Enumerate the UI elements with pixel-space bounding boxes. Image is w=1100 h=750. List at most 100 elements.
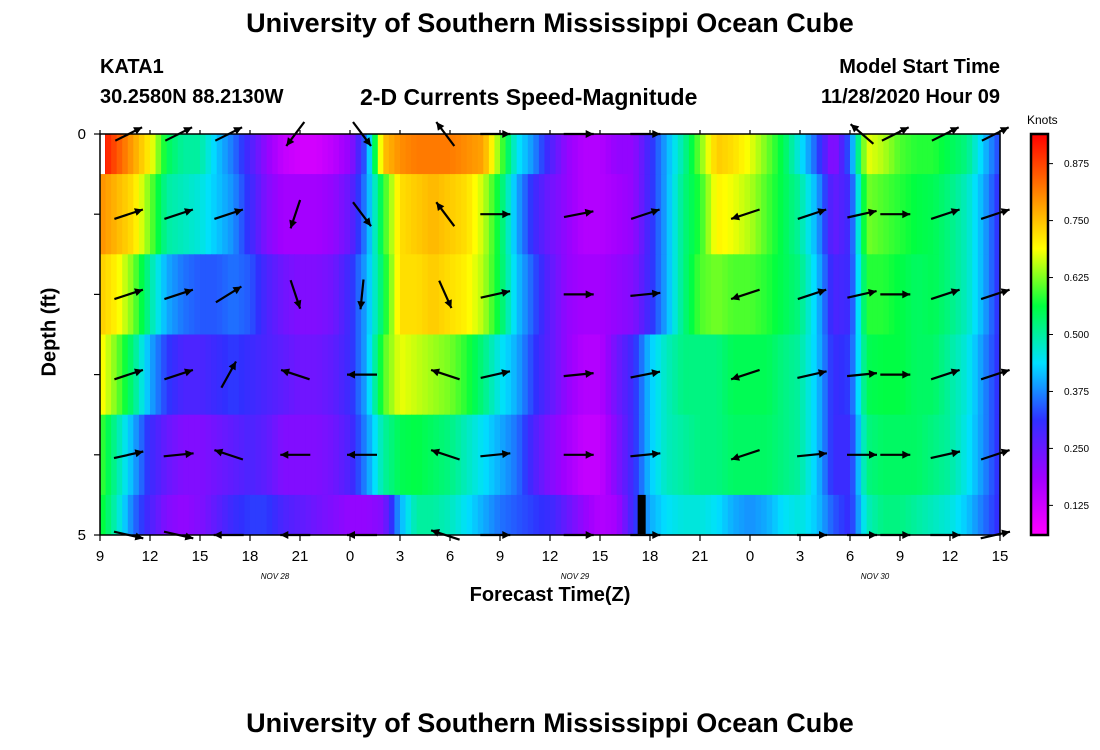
heatmap-cell bbox=[400, 174, 407, 255]
heatmap-cell bbox=[416, 254, 423, 335]
heatmap-cell bbox=[400, 254, 407, 335]
heatmap-cell bbox=[550, 494, 557, 536]
heatmap-cell bbox=[672, 494, 679, 536]
heatmap-cell bbox=[161, 414, 168, 496]
heatmap-cell bbox=[822, 494, 829, 536]
current-vector bbox=[847, 289, 877, 299]
heatmap-cell bbox=[155, 174, 162, 255]
heatmap-cell bbox=[616, 254, 623, 335]
heatmap-cell bbox=[838, 174, 846, 255]
heatmap-cell bbox=[533, 254, 540, 335]
heatmap-cell bbox=[433, 254, 440, 335]
heatmap-cell bbox=[461, 254, 468, 335]
heatmap-cell bbox=[294, 254, 301, 335]
heatmap-cell bbox=[116, 414, 123, 496]
heatmap-cell bbox=[588, 174, 596, 255]
heatmap-cell bbox=[111, 334, 118, 416]
current-vector bbox=[880, 370, 911, 379]
heatmap-cell bbox=[694, 254, 701, 335]
heatmap-cell bbox=[116, 494, 123, 536]
heatmap-cell bbox=[705, 134, 712, 175]
heatmap-cell bbox=[544, 334, 551, 416]
heatmap-cell bbox=[244, 334, 251, 416]
heatmap-cell bbox=[188, 134, 196, 175]
heatmap-cell bbox=[477, 334, 484, 416]
heatmap-cell bbox=[922, 174, 929, 255]
heatmap-cell bbox=[161, 254, 168, 335]
heatmap-cell bbox=[294, 134, 301, 175]
heatmap-cell bbox=[305, 494, 312, 536]
heatmap-cell bbox=[100, 174, 107, 255]
heatmap-cell bbox=[533, 414, 540, 496]
heatmap-cell bbox=[266, 134, 273, 175]
heatmap-cell bbox=[216, 494, 223, 536]
heatmap-cell bbox=[538, 174, 546, 255]
heatmap-cell bbox=[355, 174, 362, 255]
heatmap-cell bbox=[805, 134, 812, 175]
heatmap-cell bbox=[755, 254, 762, 335]
heatmap-cell bbox=[383, 414, 390, 496]
current-vector bbox=[164, 288, 194, 301]
heatmap-cell bbox=[200, 414, 207, 496]
heatmap-cell bbox=[355, 134, 362, 175]
heatmap-cell bbox=[105, 254, 112, 335]
heatmap-cell bbox=[322, 414, 329, 496]
x-tick-label: 15 bbox=[592, 548, 609, 565]
heatmap-cell bbox=[716, 494, 723, 536]
heatmap-cell bbox=[872, 254, 879, 335]
heatmap-cell bbox=[366, 174, 373, 255]
heatmap-cell bbox=[616, 174, 623, 255]
heatmap-cell bbox=[338, 334, 346, 416]
heatmap-cell bbox=[927, 494, 934, 536]
heatmap-cell bbox=[794, 414, 801, 496]
heatmap-cell bbox=[605, 414, 612, 496]
heatmap-cell bbox=[194, 494, 201, 536]
heatmap-cell bbox=[138, 414, 146, 496]
heatmap-cell bbox=[400, 494, 407, 536]
heatmap-cell bbox=[138, 254, 146, 335]
model-start-value: 11/28/2020 Hour 09 bbox=[820, 86, 1000, 108]
heatmap-cell bbox=[983, 414, 990, 496]
heatmap-cell bbox=[783, 134, 790, 175]
heatmap-cell bbox=[561, 334, 568, 416]
heatmap-cell bbox=[416, 174, 423, 255]
heatmap-cell bbox=[338, 174, 346, 255]
heatmap-cell bbox=[466, 494, 473, 536]
heatmap-cell bbox=[211, 174, 218, 255]
heatmap-cell bbox=[372, 254, 379, 335]
heatmap-cell bbox=[744, 134, 751, 175]
current-vector bbox=[796, 450, 828, 459]
heatmap-cell bbox=[561, 134, 568, 175]
heatmap-cell bbox=[672, 174, 679, 255]
heatmap-cell bbox=[294, 494, 301, 536]
current-vector bbox=[880, 290, 911, 299]
heatmap-cell bbox=[327, 134, 334, 175]
heatmap-cell bbox=[855, 494, 862, 536]
heatmap-cell bbox=[722, 494, 729, 536]
heatmap-cell bbox=[916, 494, 923, 536]
heatmap-cell bbox=[427, 334, 434, 416]
heatmap-cell bbox=[872, 494, 879, 536]
heatmap-cell bbox=[877, 134, 884, 175]
heatmap-cell bbox=[972, 414, 979, 496]
heatmap-cell bbox=[722, 174, 729, 255]
heatmap-cell bbox=[127, 134, 134, 175]
heatmap-cell bbox=[255, 414, 262, 496]
x-tick-label: 18 bbox=[642, 548, 659, 565]
heatmap-cell bbox=[411, 254, 418, 335]
heatmap-cell bbox=[311, 134, 318, 175]
current-vector bbox=[730, 288, 760, 301]
heatmap-cell bbox=[333, 334, 340, 416]
heatmap-cell bbox=[672, 414, 679, 496]
colorbar-tick-label: 0.500 bbox=[1064, 330, 1089, 341]
heatmap-cell bbox=[872, 134, 879, 175]
x-tick-label: 12 bbox=[942, 548, 959, 565]
current-vector bbox=[280, 368, 310, 381]
heatmap-cell bbox=[922, 334, 929, 416]
y-tick-label: 0 bbox=[78, 126, 86, 143]
current-vector bbox=[930, 449, 961, 460]
heatmap-cell bbox=[516, 414, 523, 496]
heatmap-cell bbox=[711, 414, 718, 496]
x-tick-label: 12 bbox=[142, 548, 159, 565]
heatmap-cell bbox=[955, 174, 962, 255]
